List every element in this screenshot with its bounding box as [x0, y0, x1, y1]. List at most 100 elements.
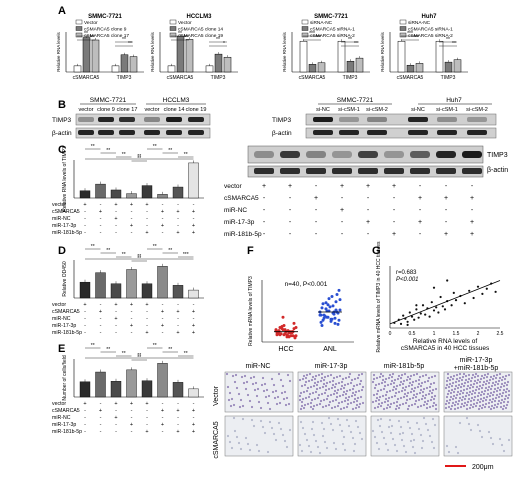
stained-cell — [261, 425, 265, 429]
stained-cell — [325, 446, 329, 450]
regression-line — [389, 280, 501, 325]
stained-cell — [471, 405, 475, 409]
stained-cell — [430, 375, 434, 379]
x-tick-label: TIMP3 — [211, 75, 226, 81]
sig-mark: ** — [153, 144, 157, 150]
stained-cell — [493, 387, 497, 391]
stained-cell — [350, 394, 354, 398]
treatment-sign: + — [145, 429, 148, 435]
stained-cell — [458, 392, 462, 396]
treatment-sign: + — [470, 231, 474, 238]
stained-cell — [349, 401, 353, 405]
blot-row-label: β-actin — [52, 130, 72, 137]
stained-cell — [422, 387, 426, 391]
scatter-point — [452, 291, 455, 294]
scatter-point — [328, 305, 332, 309]
stained-cell — [470, 392, 474, 396]
chart-a-title: SMMC-7721 — [314, 14, 348, 20]
blot-row-label: TIMP3 — [487, 152, 508, 159]
stained-cell — [389, 402, 393, 406]
stained-cell — [414, 395, 418, 399]
stained-cell — [376, 418, 380, 422]
stained-cell — [428, 385, 432, 389]
stained-cell — [476, 394, 480, 398]
treatment-sign: - — [146, 309, 148, 315]
stained-cell — [277, 372, 281, 376]
stained-cell — [314, 390, 318, 394]
stained-cell — [397, 374, 401, 378]
transwell-col-label: miR-NC — [246, 363, 271, 370]
stained-cell — [329, 422, 333, 426]
treatment-sign: + — [340, 183, 344, 190]
stained-cell — [304, 396, 308, 400]
stained-cell — [238, 405, 242, 409]
stained-cell — [495, 405, 499, 409]
sig-mark: *** — [183, 252, 189, 258]
stained-cell — [482, 396, 486, 400]
bar — [176, 36, 185, 73]
stained-cell — [353, 393, 357, 397]
stained-cell — [285, 445, 289, 449]
legend-label: cSMARCA5 siRNA-1 — [310, 27, 355, 33]
stained-cell — [281, 384, 285, 388]
sig-mark: ** — [178, 31, 182, 37]
scatter-point — [279, 332, 283, 336]
blot-b-right-group1: SMMC-7721 — [337, 97, 374, 104]
blot-lane: si-NC — [316, 107, 330, 113]
stained-cell — [507, 438, 511, 442]
stained-cell — [498, 388, 502, 392]
stained-cell — [458, 376, 462, 380]
treatment-sign: + — [130, 202, 133, 208]
chart-a-title: HCCLM3 — [187, 14, 213, 20]
stained-cell — [240, 375, 244, 379]
x-tick-label: 0 — [389, 331, 392, 337]
treatment-sign: - — [146, 209, 148, 215]
treatment-label: miR-17-3p — [52, 223, 76, 229]
bar — [188, 289, 199, 299]
stained-cell — [259, 419, 263, 423]
treatment-sign: + — [392, 231, 396, 238]
stained-cell — [246, 393, 250, 397]
stained-cell — [449, 395, 453, 399]
stained-cell — [351, 391, 355, 395]
stained-cell — [488, 398, 492, 402]
stained-cell — [382, 407, 386, 411]
stained-cell — [501, 407, 505, 411]
transwell-col-label: miR-17-3p — [315, 363, 348, 370]
stained-cell — [399, 376, 403, 380]
treatment-sign: - — [100, 401, 102, 407]
treatment-sign: + — [161, 223, 164, 229]
transwell-col-label: miR-181b-5p — [384, 363, 425, 370]
stained-cell — [465, 403, 469, 407]
transwell-image — [443, 415, 513, 457]
stained-cell — [494, 376, 498, 380]
legend-swatch — [75, 19, 83, 25]
stained-cell — [424, 422, 428, 426]
stained-cell — [500, 394, 504, 398]
stained-cell — [266, 401, 270, 405]
bar — [141, 283, 153, 299]
stained-cell — [459, 405, 463, 409]
treatment-sign: - — [131, 316, 133, 322]
stained-cell — [400, 373, 404, 377]
treatment-label: cSMARCA5 — [224, 195, 259, 202]
stained-cell — [327, 403, 331, 407]
stained-cell — [328, 380, 332, 384]
blot-band — [188, 117, 204, 122]
scatter-point — [439, 295, 442, 299]
stained-cell — [319, 399, 323, 403]
stained-cell — [488, 378, 492, 382]
stained-cell — [466, 384, 470, 388]
stained-cell — [504, 394, 508, 398]
stained-cell — [403, 388, 407, 392]
blot-band — [166, 117, 182, 122]
bar — [95, 272, 106, 299]
blot-band — [98, 130, 114, 135]
treatment-sign: - — [177, 323, 179, 329]
treatment-label: miR-17-3p — [224, 219, 255, 226]
stained-cell — [463, 397, 467, 401]
treatment-sign: - — [131, 209, 133, 215]
treatment-sign: - — [131, 309, 133, 315]
stained-cell — [502, 404, 506, 408]
stained-cell — [469, 399, 473, 403]
